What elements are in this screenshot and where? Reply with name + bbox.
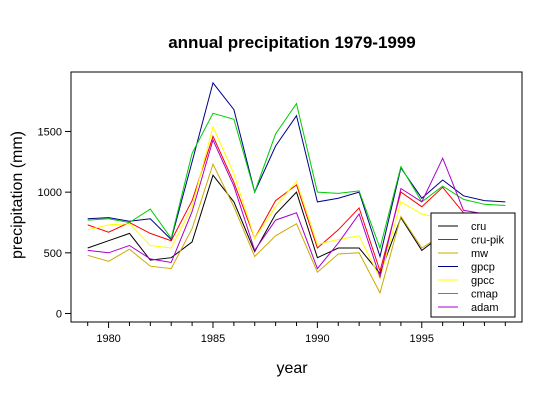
x-tick-label-1985: 1985 (201, 333, 225, 345)
chart-title: annual precipitation 1979-1999 (168, 33, 416, 52)
y-tick-label-0: 0 (56, 309, 62, 321)
y-axis-label: precipitation (mm) (9, 131, 26, 259)
series-line-gpcp (87, 81, 506, 259)
y-tick-label-500: 500 (44, 248, 62, 260)
x-tick-label-1995: 1995 (410, 333, 434, 345)
legend-box (430, 212, 516, 318)
series-line-cru-pik (87, 134, 506, 273)
x-axis-label: year (276, 360, 308, 377)
y-tick-label-1500: 1500 (38, 126, 62, 138)
legend-label-cru: cru (471, 221, 486, 233)
series-line-adam (87, 138, 506, 279)
legend-label-cmap: cmap (471, 289, 498, 301)
legend-label-adam: adam (471, 302, 499, 314)
plot-area: 1980 1985 1990 1995 0 500 1000 1500 cru cru-pikmw… (38, 71, 523, 345)
legend-label-mw: mw (471, 248, 488, 260)
legend-label-gpcp: gpcp (471, 262, 495, 274)
y-tick-label-1000: 1000 (38, 187, 62, 199)
legend-label-gpcc: gpcc (471, 275, 495, 287)
x-tick-label-1990: 1990 (305, 333, 329, 345)
x-tick-label-1980: 1980 (96, 333, 120, 345)
legend-label-cru-pik: cru-pik (471, 235, 505, 247)
series-line-cmap (87, 102, 506, 250)
